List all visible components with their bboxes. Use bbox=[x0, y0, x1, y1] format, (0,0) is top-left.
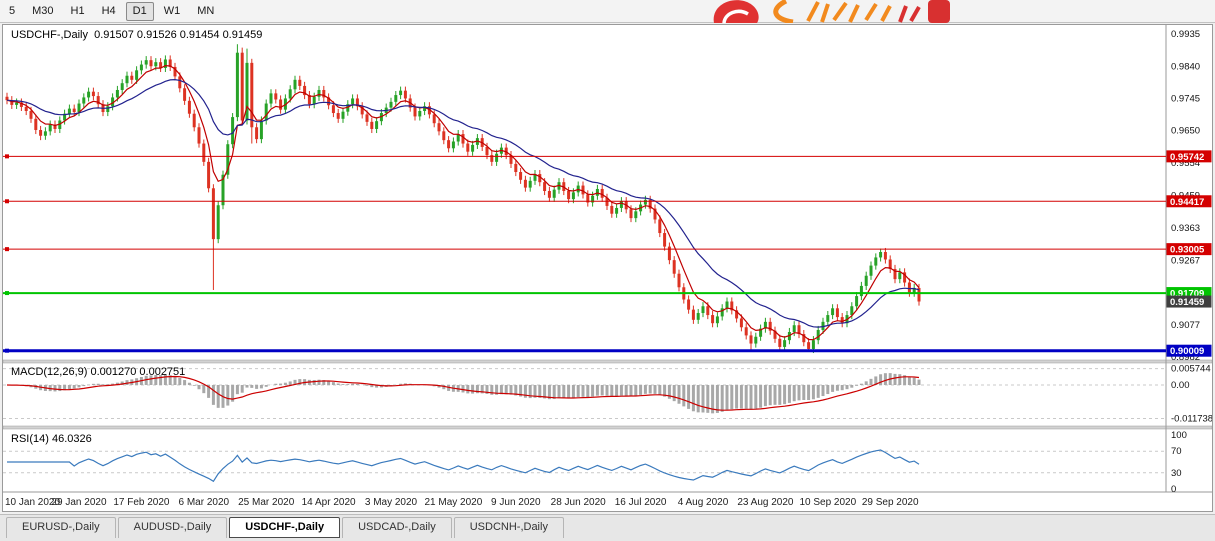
chart-tabs: EURUSD-,Daily AUDUSD-,Daily USDCHF-,Daily U… bbox=[6, 517, 1215, 538]
date-axis-label: 10 Jan 2020 bbox=[5, 497, 60, 508]
price-tag-label: 0.94417 bbox=[1170, 197, 1204, 208]
line-anchor-handle[interactable] bbox=[5, 348, 9, 353]
timeframe-button-m30[interactable]: M30 bbox=[32, 5, 54, 17]
rsi-axis-label: 0 bbox=[1171, 484, 1176, 495]
timeframe-button-w1[interactable]: W1 bbox=[163, 5, 181, 17]
price-axis-label: 0.9935 bbox=[1171, 29, 1200, 40]
date-axis-label: 23 Aug 2020 bbox=[737, 497, 794, 508]
logo-white-arc bbox=[722, 9, 749, 23]
time-axis[interactable] bbox=[3, 492, 1212, 511]
timeframe-buttons: 5 M30 H1 H4 D1 W1 MN bbox=[2, 2, 221, 21]
price-axis-label: 0.9077 bbox=[1171, 320, 1200, 331]
date-axis-label: 3 May 2020 bbox=[365, 497, 418, 508]
current-price-tag bbox=[1166, 295, 1212, 308]
timeframe-toolbar: 5 M30 H1 H4 D1 W1 MN bbox=[0, 0, 1215, 23]
candles-layer bbox=[5, 44, 921, 354]
price-axis-label: 0.9267 bbox=[1171, 255, 1200, 266]
chart-tab-usdchf[interactable]: USDCHF-,Daily bbox=[229, 517, 341, 538]
macd-axis-label: 0.005744 bbox=[1171, 364, 1211, 375]
date-axis-label: 28 Jun 2020 bbox=[551, 497, 606, 508]
date-axis-label: 4 Aug 2020 bbox=[678, 497, 729, 508]
date-axis-label: 21 May 2020 bbox=[424, 497, 482, 508]
logo-red-square bbox=[928, 0, 950, 23]
rsi-indicator-label: RSI(14) 46.0326 bbox=[11, 433, 92, 445]
logo-red-strokes bbox=[898, 5, 921, 23]
price-axis-label: 0.9745 bbox=[1171, 93, 1200, 104]
pane-separator[interactable] bbox=[3, 425, 1212, 430]
rsi-axis-label: 30 bbox=[1171, 468, 1182, 479]
timeframe-button-d1[interactable]: D1 bbox=[125, 2, 154, 21]
price-axis-label: 0.9650 bbox=[1171, 126, 1200, 137]
line-anchor-handle[interactable] bbox=[5, 199, 9, 204]
date-axis-label: 16 Jul 2020 bbox=[615, 497, 667, 508]
date-axis-label: 25 Mar 2020 bbox=[238, 497, 295, 508]
price-axis-label: 0.9840 bbox=[1171, 61, 1200, 72]
chart-plot-area[interactable] bbox=[3, 25, 1166, 492]
chart-symbol-ohlc-title: USDCHF-,Daily 0.91507 0.91526 0.91454 0.… bbox=[11, 29, 263, 41]
line-anchor-handle[interactable] bbox=[5, 291, 9, 296]
price-tag-label: 0.91709 bbox=[1170, 289, 1204, 300]
macd-axis-label: -0.011738 bbox=[1171, 414, 1212, 425]
line-anchor-handle[interactable] bbox=[5, 247, 9, 252]
timeframe-button-5[interactable]: 5 bbox=[9, 5, 16, 17]
price-tag-label: 0.90009 bbox=[1170, 346, 1204, 357]
rsi-axis-label: 100 bbox=[1171, 430, 1187, 441]
timeframe-button-mn[interactable]: MN bbox=[197, 5, 215, 17]
price-axis-label: 0.9554 bbox=[1171, 158, 1200, 169]
price-tag-0.94417 bbox=[1166, 195, 1212, 208]
price-tag-0.95742 bbox=[1166, 150, 1212, 163]
date-axis-label: 9 Jun 2020 bbox=[491, 497, 541, 508]
rsi-axis-label: 70 bbox=[1171, 446, 1182, 457]
chart-tab-audusd[interactable]: AUDUSD-,Daily bbox=[117, 517, 228, 538]
rsi-line bbox=[7, 449, 920, 483]
price-axis[interactable] bbox=[1166, 25, 1212, 492]
moving-average-6 bbox=[6, 64, 920, 341]
date-axis-label: 29 Jan 2020 bbox=[51, 497, 106, 508]
chart-window[interactable]: 0.99350.98400.97450.96500.95540.94590.93… bbox=[2, 24, 1213, 512]
macd-axis-label: 0.00 bbox=[1171, 380, 1190, 391]
price-tag-label: 0.93005 bbox=[1170, 245, 1205, 256]
price-tag-0.93005 bbox=[1166, 243, 1212, 256]
timeframe-button-h4[interactable]: H4 bbox=[101, 5, 116, 17]
chart-tab-eurusd[interactable]: EURUSD-,Daily bbox=[6, 517, 116, 538]
chart-tab-usdcad[interactable]: USDCAD-,Daily bbox=[342, 517, 452, 538]
broker-logo-partial bbox=[713, 0, 950, 23]
timeframe-button-h1[interactable]: H1 bbox=[70, 5, 85, 17]
moving-average-20 bbox=[6, 78, 920, 328]
date-axis-label: 10 Sep 2020 bbox=[799, 497, 856, 508]
price-tag-0.90009 bbox=[1166, 344, 1212, 357]
macd-signal-line bbox=[6, 375, 920, 411]
chart-tab-usdcnh[interactable]: USDCNH-,Daily bbox=[453, 517, 564, 538]
chart-canvas[interactable]: 0.99350.98400.97450.96500.95540.94590.93… bbox=[3, 25, 1212, 511]
price-tag-label: 0.95742 bbox=[1170, 152, 1204, 163]
date-axis-label: 6 Mar 2020 bbox=[179, 497, 230, 508]
price-axis-label: 0.8982 bbox=[1171, 352, 1200, 363]
date-axis-label: 14 Apr 2020 bbox=[302, 497, 356, 508]
date-axis-label: 29 Sep 2020 bbox=[862, 497, 919, 508]
chart-tabs-bar: EURUSD-,Daily AUDUSD-,Daily USDCHF-,Daily U… bbox=[0, 514, 1215, 541]
price-axis-label: 0.9363 bbox=[1171, 223, 1200, 234]
logo-orange-strokes bbox=[806, 1, 892, 23]
pane-separator[interactable] bbox=[3, 359, 1212, 364]
current-price-tag-label: 0.91459 bbox=[1170, 297, 1204, 308]
logo-orange-swoosh bbox=[773, 0, 794, 23]
macd-indicator-label: MACD(12,26,9) 0.001270 0.002751 bbox=[11, 366, 186, 378]
date-axis-label: 17 Feb 2020 bbox=[113, 497, 170, 508]
line-anchor-handle[interactable] bbox=[5, 154, 9, 159]
